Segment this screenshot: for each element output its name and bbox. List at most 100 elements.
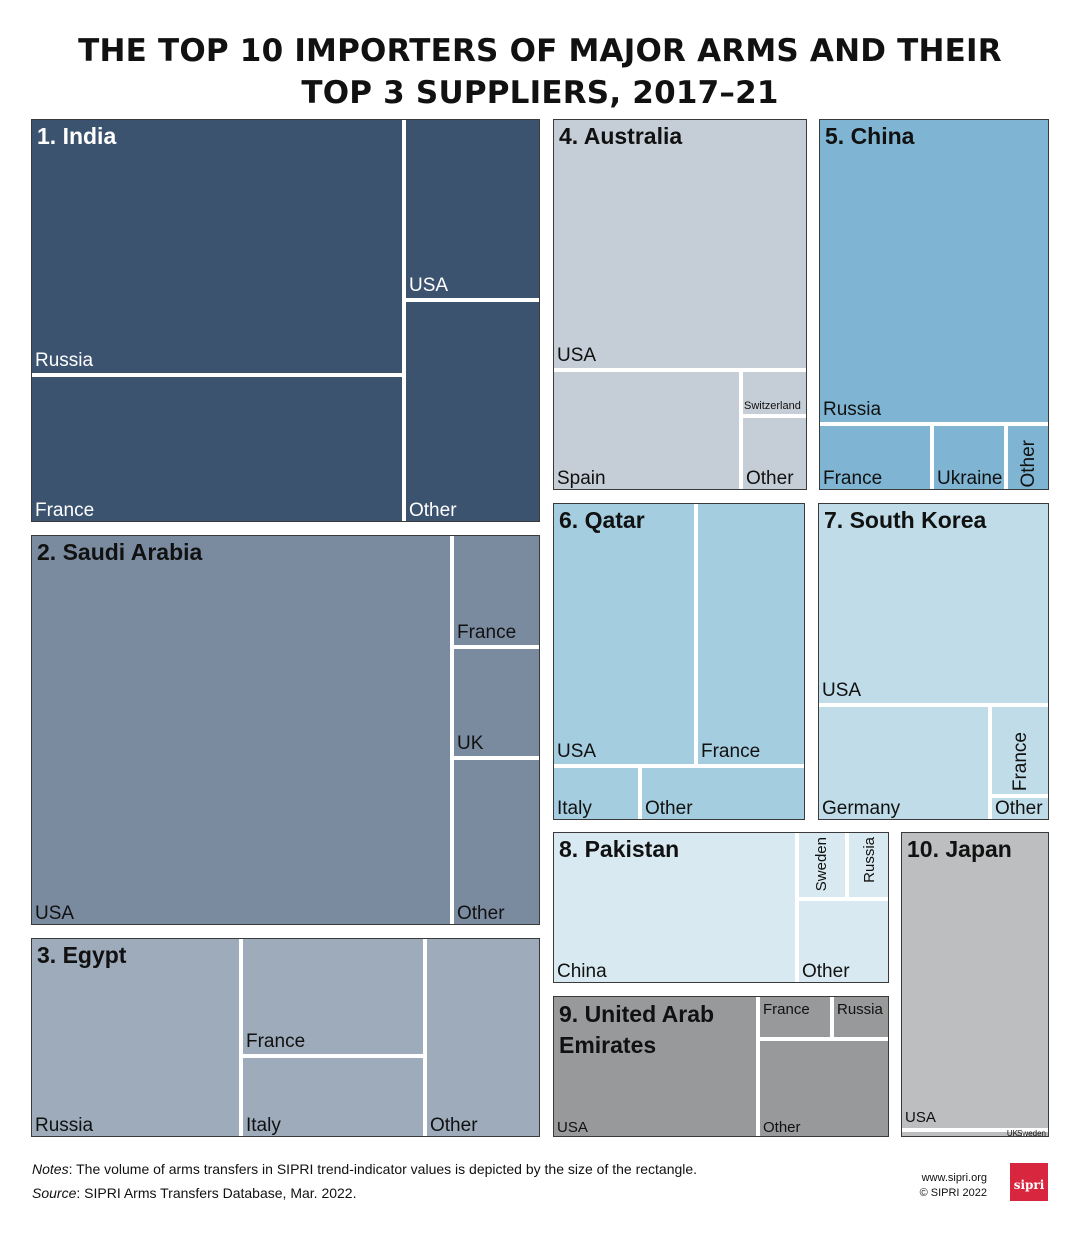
- treemap-cell-united-arab-emirates-other: Other: [760, 1041, 889, 1137]
- treemap-cell-japan-sweden: Sweden: [1026, 1132, 1049, 1137]
- supplier-label: France: [1010, 732, 1032, 791]
- importer-name-label: 7. South Korea: [824, 506, 986, 534]
- importer-qatar: USA France Italy Other 6. Qatar: [553, 503, 805, 820]
- supplier-label: Other: [457, 903, 505, 925]
- supplier-label: USA: [557, 345, 596, 367]
- importer-name-label: 2. Saudi Arabia: [37, 538, 202, 566]
- chart-title-line-1: THE TOP 10 IMPORTERS OF MAJOR ARMS AND T…: [0, 30, 1080, 72]
- treemap-cell-egypt-other: Other: [427, 939, 540, 1137]
- importer-name-label: 5. China: [825, 122, 914, 150]
- treemap-cell-china-france: France: [820, 426, 930, 490]
- treemap-cell-saudi-arabia-usa: USA: [32, 536, 450, 925]
- site-info: www.sipri.org © SIPRI 2022: [920, 1171, 987, 1201]
- source-label: Source: [32, 1185, 76, 1201]
- supplier-label: USA: [822, 680, 861, 702]
- supplier-label: USA: [557, 1119, 588, 1137]
- importer-name-label: 1. India: [37, 122, 116, 150]
- treemap-cell-japan-uk: UK: [902, 1132, 1022, 1137]
- supplier-label: USA: [35, 903, 74, 925]
- supplier-label: USA: [409, 275, 448, 297]
- supplier-label: Other: [995, 798, 1043, 820]
- treemap-cell-saudi-arabia-france: France: [454, 536, 540, 645]
- source-text: : SIPRI Arms Transfers Database, Mar. 20…: [76, 1185, 356, 1201]
- treemap-cell-saudi-arabia-uk: UK: [454, 649, 540, 756]
- supplier-label: Spain: [557, 468, 606, 490]
- supplier-label: Russia: [837, 1001, 883, 1019]
- supplier-label: Other: [645, 798, 693, 820]
- treemap-cell-united-arab-emirates-russia: Russia: [834, 997, 889, 1037]
- importer-egypt: Russia France Italy Other 3. Egypt: [31, 938, 540, 1137]
- supplier-label: USA: [905, 1109, 936, 1127]
- supplier-label: Russia: [35, 1115, 93, 1137]
- importer-south-korea: USA Germany France Other 7. South Korea: [818, 503, 1049, 820]
- notes-line: Notes: The volume of arms transfers in S…: [32, 1160, 697, 1178]
- treemap-cell-china-russia: Russia: [820, 120, 1049, 422]
- supplier-label: Other: [409, 500, 457, 522]
- importer-united-arab-emirates: USA France Russia Other 9. United Arab Emira…: [553, 996, 889, 1137]
- treemap-cell-south-korea-germany: Germany: [819, 707, 988, 820]
- treemap-cell-egypt-france: France: [243, 939, 423, 1054]
- website-link[interactable]: www.sipri.org: [920, 1171, 987, 1186]
- supplier-label: Sweden: [813, 837, 831, 891]
- treemap-cell-japan-usa: USA: [902, 833, 1049, 1128]
- supplier-label: Russia: [861, 837, 879, 883]
- treemap-cell-saudi-arabia-other: Other: [454, 760, 540, 925]
- treemap-cell-india-other: Other: [406, 302, 540, 522]
- supplier-label: France: [35, 500, 94, 522]
- importer-name-label: 8. Pakistan: [559, 835, 679, 863]
- supplier-label: Other: [802, 961, 850, 983]
- supplier-label: China: [557, 961, 607, 983]
- chart-title-line-2: TOP 3 SUPPLIERS, 2017–21: [0, 72, 1080, 114]
- sipri-logo-text: sipri: [1014, 1178, 1045, 1192]
- sipri-logo: sipri: [1010, 1163, 1048, 1201]
- importer-australia: USA Spain Switzerland Other 4. Australia: [553, 119, 807, 490]
- treemap-cell-egypt-italy: Italy: [243, 1058, 423, 1137]
- treemap-cell-qatar-usa: USA: [554, 504, 694, 764]
- supplier-label: UK: [457, 733, 483, 755]
- supplier-label: Other: [430, 1115, 478, 1137]
- supplier-label: Sweden: [1017, 1129, 1046, 1137]
- supplier-label: Other: [746, 468, 794, 490]
- supplier-label: USA: [557, 741, 596, 763]
- importer-name-label: 4. Australia: [559, 122, 682, 150]
- treemap-cell-pakistan-russia: Russia: [849, 833, 889, 897]
- source-line: Source: SIPRI Arms Transfers Database, M…: [32, 1184, 356, 1202]
- supplier-label: Germany: [822, 798, 900, 820]
- treemap-cell-china-ukraine: Ukraine: [934, 426, 1004, 490]
- treemap-cell-australia-usa: USA: [554, 120, 807, 368]
- treemap-cell-australia-spain: Spain: [554, 372, 739, 490]
- treemap-cell-australia-switzerland: Switzerland: [743, 372, 807, 414]
- treemap-cell-australia-other: Other: [743, 418, 807, 490]
- chart-title: THE TOP 10 IMPORTERS OF MAJOR ARMS AND T…: [0, 30, 1080, 114]
- supplier-label: Switzerland: [744, 400, 801, 413]
- notes-text: : The volume of arms transfers in SIPRI …: [69, 1161, 698, 1177]
- importer-china: Russia France Ukraine Other 5. China: [819, 119, 1049, 490]
- importer-india: Russia France USA Other 1. India: [31, 119, 540, 522]
- importer-name-label: 9. United Arab Emirates: [559, 999, 754, 1061]
- supplier-label: Russia: [823, 399, 881, 421]
- treemap-cell-pakistan-sweden: Sweden: [799, 833, 845, 897]
- supplier-label: Other: [763, 1119, 801, 1137]
- copyright-text: © SIPRI 2022: [920, 1186, 987, 1201]
- supplier-label: France: [457, 622, 516, 644]
- importer-pakistan: China Sweden Russia Other 8. Pakistan: [553, 832, 889, 983]
- treemap-cell-south-korea-other: Other: [992, 798, 1049, 820]
- treemap-cell-china-other: Other: [1008, 426, 1049, 490]
- supplier-label: Other: [1018, 440, 1040, 488]
- treemap-cell-qatar-other: Other: [642, 768, 805, 820]
- importer-name-label: 6. Qatar: [559, 506, 645, 534]
- treemap-cell-india-usa: USA: [406, 120, 540, 298]
- treemap-cell-india-france: France: [32, 377, 402, 522]
- treemap-cell-south-korea-france: France: [992, 707, 1049, 794]
- treemap-cell-qatar-italy: Italy: [554, 768, 638, 820]
- supplier-label: France: [701, 741, 760, 763]
- importer-name-label: 3. Egypt: [37, 941, 126, 969]
- supplier-label: France: [823, 468, 882, 490]
- notes-label: Notes: [32, 1161, 69, 1177]
- treemap-cell-united-arab-emirates-france: France: [760, 997, 830, 1037]
- supplier-label: Russia: [35, 350, 93, 372]
- importer-name-label: 10. Japan: [907, 835, 1012, 863]
- supplier-label: France: [246, 1031, 305, 1053]
- treemap-cell-qatar-france: France: [698, 504, 805, 764]
- supplier-label: Italy: [246, 1115, 281, 1137]
